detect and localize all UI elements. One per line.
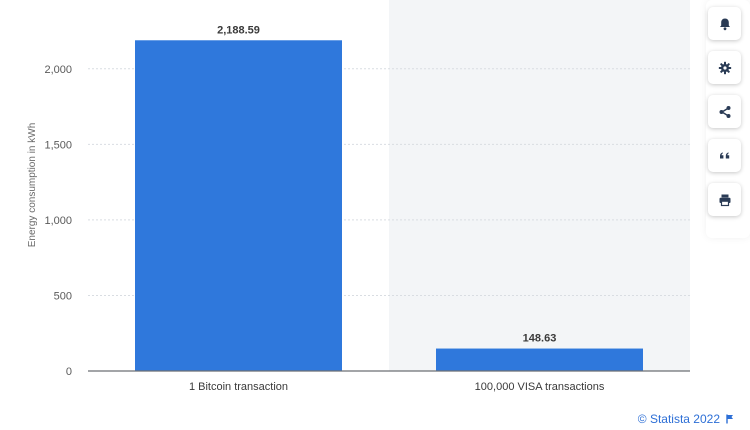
notification-button[interactable] <box>708 7 741 40</box>
copyright-link[interactable]: © Statista 2022 <box>637 412 720 426</box>
bar <box>436 348 643 371</box>
bar-chart: 0 500 1,000 1,500 2,000 Energy consumption in… <box>27 0 690 393</box>
y-axis-title: Energy consumption in kWh <box>27 123 38 248</box>
y-tick-label: 1,000 <box>44 215 72 227</box>
flag-icon[interactable] <box>726 414 734 424</box>
x-tick-label: 100,000 VISA transactions <box>475 381 605 393</box>
print-icon <box>719 194 730 206</box>
data-label: 148.63 <box>523 333 557 345</box>
share-button[interactable] <box>708 95 741 128</box>
y-tick-label: 500 <box>54 290 72 302</box>
y-tick-label: 2,000 <box>44 64 72 76</box>
chart-toolbar <box>706 0 750 238</box>
x-tick-label: 1 Bitcoin transaction <box>189 381 288 393</box>
highlight-band <box>389 0 690 371</box>
bar <box>135 40 342 372</box>
notification-bell-icon <box>719 18 730 30</box>
settings-button[interactable] <box>708 51 741 84</box>
share-icon <box>719 105 730 118</box>
footer: © Statista 2022 <box>638 410 734 428</box>
chart-area: 0 500 1,000 1,500 2,000 Energy consumption in… <box>27 0 690 393</box>
y-tick-label: 1,500 <box>44 139 72 151</box>
cite-button[interactable] <box>708 139 741 172</box>
data-label: 2,188.59 <box>217 24 260 36</box>
cite-quote-icon <box>719 151 729 158</box>
y-tick-label: 0 <box>66 366 72 378</box>
settings-gear-icon <box>718 61 731 74</box>
print-button[interactable] <box>708 183 741 216</box>
